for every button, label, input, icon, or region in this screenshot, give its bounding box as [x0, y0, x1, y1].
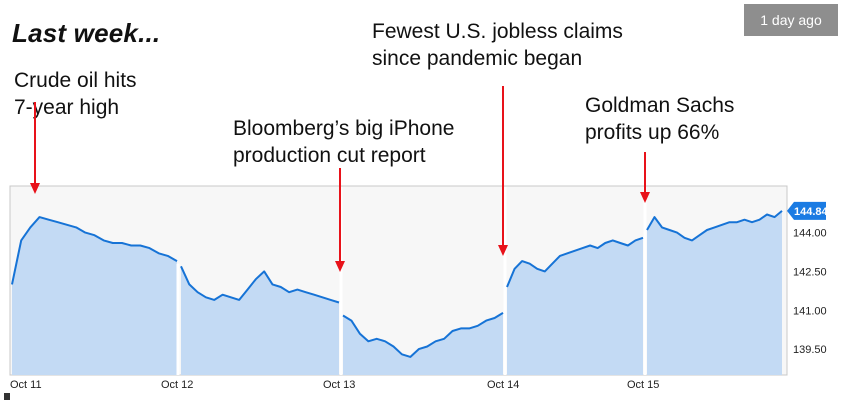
last-price-tag-shape	[787, 201, 826, 220]
annotation-oil: Crude oil hits 7-year high	[14, 67, 137, 121]
time-ago-badge: 1 day ago	[744, 4, 838, 36]
y-tick-label-3: 141.00	[793, 305, 827, 317]
corner-mark	[4, 393, 10, 400]
price-line-segment-2	[180, 265, 340, 304]
area-segment-1	[12, 217, 177, 375]
x-tick-label-3: Oct 13	[323, 379, 355, 391]
x-tick-label-4: Oct 14	[487, 379, 519, 391]
annotation-arrow-3-head	[498, 245, 508, 256]
annotation-arrow-4-head	[640, 192, 650, 203]
last-price-tag-label: 144.84	[794, 206, 829, 218]
area-segment-2	[181, 266, 339, 375]
x-tick-label-2: Oct 12	[161, 379, 193, 391]
price-line-segment-1	[11, 216, 178, 285]
annotation-iphone: Bloomberg’s big iPhone production cut re…	[233, 115, 454, 169]
annotation-oil-line-2: 7-year high	[14, 96, 120, 119]
price-line-segment-5	[646, 210, 783, 242]
annotation-jobless-line-2: since pandemic began	[372, 47, 583, 70]
annotation-arrow-2-head	[335, 261, 345, 272]
x-tick-label-1: Oct 11	[10, 379, 42, 391]
annotation-iphone-line-2: production cut report	[233, 144, 426, 167]
x-tick-label-5: Oct 15	[627, 379, 659, 391]
y-tick-label-2: 142.50	[793, 266, 827, 278]
annotation-oil-line-1: Crude oil hits	[14, 69, 137, 92]
annotation-goldman: Goldman Sachs profits up 66%	[585, 92, 734, 146]
annotation-jobless-line-1: Fewest U.S. jobless claims	[372, 20, 623, 43]
area-segment-5	[647, 210, 782, 375]
y-tick-label-4: 139.50	[793, 344, 827, 356]
price-line-segment-4	[506, 236, 644, 288]
price-line-segment-3	[342, 312, 504, 358]
annotation-jobless: Fewest U.S. jobless claims since pandemi…	[372, 18, 623, 72]
headline: Last week...	[12, 18, 161, 48]
annotation-goldman-line-1: Goldman Sachs	[585, 94, 735, 117]
annotation-arrow-1-head	[30, 183, 40, 194]
area-segment-4	[507, 237, 643, 375]
annotation-goldman-line-2: profits up 66%	[585, 121, 720, 144]
last-price-tag: 144.84	[787, 201, 829, 220]
y-tick-label-1: 144.00	[793, 228, 827, 240]
annotation-iphone-line-1: Bloomberg’s big iPhone	[233, 117, 455, 140]
